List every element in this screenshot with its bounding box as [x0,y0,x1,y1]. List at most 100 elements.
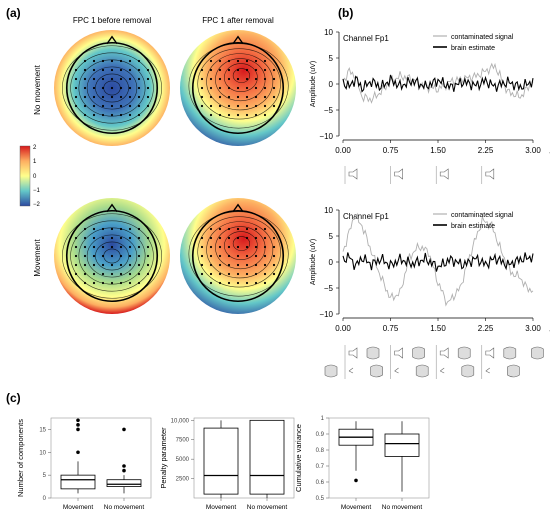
electrode-dot [245,281,249,285]
electrode-dot [119,68,123,72]
electrode-dot [209,59,213,63]
electrode-dot [119,86,123,90]
outlier-point [354,478,358,483]
electrode-dot [128,263,132,267]
electrode-dot [272,236,276,240]
electrode-dot [110,59,114,63]
electrode-dot [209,236,213,240]
contour-line [95,73,129,103]
chart-title: Channel Fp1 [343,212,389,221]
outlier-point [76,423,80,427]
electrode-dot [92,227,96,231]
head-outline [191,209,285,303]
electrode-dot [146,68,150,72]
electrode-dot [92,68,96,72]
electrode-dot [146,245,150,249]
colorbar-tick: 2 [33,145,37,151]
electrode-dot [263,86,267,90]
electrode-dot [74,245,78,249]
electrode-dot [254,254,258,258]
electrode-dot [74,272,78,276]
legend-label: brain estimate [451,223,495,230]
electrode-dot [128,95,132,99]
electrode-dot [83,59,87,63]
electrode-dot [254,227,258,231]
electrode-dot [146,77,150,81]
contour-line [70,52,154,124]
y-tick-label: 5000 [176,457,190,463]
electrode-dot [218,113,222,117]
x-tick-label: Movement [206,504,237,511]
electrode-dot [236,281,240,285]
electrode-dot [272,104,276,108]
electrode-dot [254,86,258,90]
x-tick-label: No movement [382,504,423,511]
topomap-after-movement [180,198,296,314]
electrode-dot [119,113,123,117]
electrode-dot [119,95,123,99]
electrode-dot [137,77,141,81]
series-line-brain-estimate [342,74,534,93]
electrode-dot [137,254,141,258]
electrode-dot [263,113,267,117]
y-tick-label: 0.8 [316,448,325,454]
electrode-dot [218,86,222,90]
electrode-dot [227,95,231,99]
y-axis-label: Cumulative variance [294,424,303,492]
contour-line [61,45,163,131]
electrode-dot [209,263,213,267]
electrode-dot [128,77,132,81]
electrode-dot [119,281,123,285]
electrode-dot [236,77,240,81]
electrode-dot [209,245,213,249]
hand-icon [461,364,475,378]
topomap-before-no-movement [54,30,170,146]
nose-outline [106,35,118,45]
electrode-dot [218,95,222,99]
electrode-dot [83,77,87,81]
electrode-dot [272,272,276,276]
hand-icon [324,364,338,378]
electrode-dot [119,104,123,108]
electrode-dot [137,113,141,117]
contour-line [78,59,146,117]
contour-line [86,234,138,278]
x-tick-label: Movement [63,504,94,511]
electrode-dot [272,77,276,81]
electrode-dot [128,86,132,90]
electrode-dot [110,95,114,99]
contour-line [86,66,138,110]
topo-row-label-movement: Movement [33,239,42,277]
electrode-dot [200,68,204,72]
electrode-dot [236,95,240,99]
electrode-dot [137,236,141,240]
hand-icon [370,364,383,378]
y-tick-label: 15 [39,427,46,433]
panel-label-a: (a) [6,6,21,20]
electrode-dot [92,77,96,81]
contour-line [188,43,289,129]
x-tick-label: 0.00 [335,146,351,155]
x-tick-label: 2.25 [478,324,494,333]
electrode-dot [146,86,150,90]
electrode-dot [128,254,132,258]
electrode-dot [137,95,141,99]
electrode-dot [119,254,123,258]
electrode-dot [209,86,213,90]
speaker-icon [394,168,403,180]
electrode-dot [137,68,141,72]
electrode-dot [218,227,222,231]
electrode-dot [119,227,123,231]
electrode-dot [227,59,231,63]
topomap-before-movement [54,198,170,314]
legend-label: contaminated signal [451,34,514,41]
electrode-dot [227,77,231,81]
electrode-dot [245,95,249,99]
hand-icon [503,346,517,360]
nose-outline [106,203,118,213]
y-tick-label: 0 [43,496,47,502]
electrode-dot [92,59,96,63]
electrode-dot [83,113,87,117]
y-tick-label: 10 [39,450,46,456]
